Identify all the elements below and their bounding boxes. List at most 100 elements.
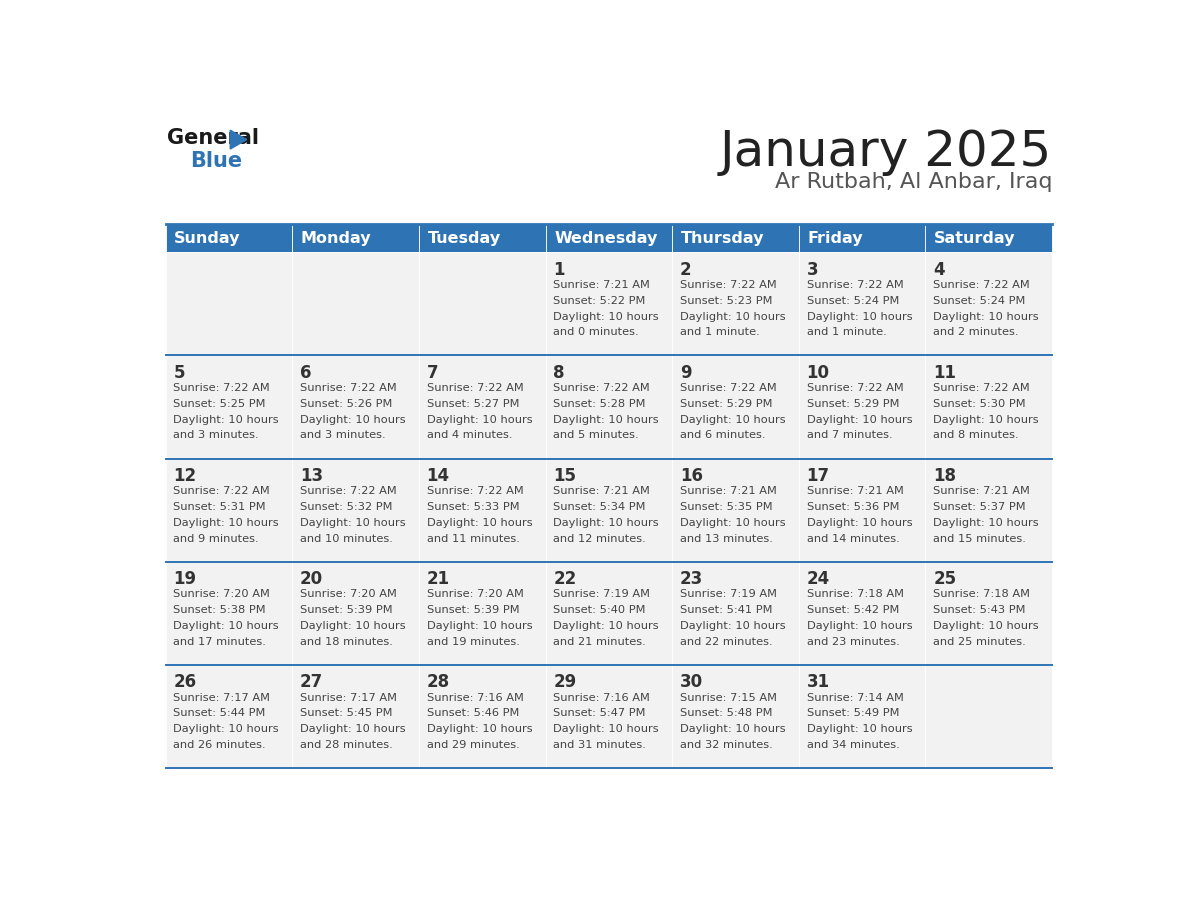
Text: Sunrise: 7:16 AM: Sunrise: 7:16 AM (554, 693, 650, 702)
Text: 17: 17 (807, 467, 829, 485)
Text: 23: 23 (680, 570, 703, 588)
Text: Sunset: 5:41 PM: Sunset: 5:41 PM (680, 605, 772, 615)
Bar (165, 224, 292, 252)
Text: 2: 2 (680, 261, 691, 279)
Text: Sunset: 5:34 PM: Sunset: 5:34 PM (554, 502, 646, 512)
Text: Sunset: 5:45 PM: Sunset: 5:45 PM (299, 709, 392, 719)
Bar (165, 252, 292, 355)
Text: Daylight: 10 hours: Daylight: 10 hours (934, 415, 1038, 425)
Text: Sunset: 5:27 PM: Sunset: 5:27 PM (426, 399, 519, 409)
Text: Daylight: 10 hours: Daylight: 10 hours (299, 724, 405, 734)
Text: 26: 26 (173, 674, 196, 691)
Bar (165, 562, 292, 665)
Text: Sunset: 5:39 PM: Sunset: 5:39 PM (426, 605, 519, 615)
Text: 14: 14 (426, 467, 450, 485)
Text: Sunset: 5:38 PM: Sunset: 5:38 PM (173, 605, 266, 615)
Text: Sunset: 5:46 PM: Sunset: 5:46 PM (426, 709, 519, 719)
Text: and 1 minute.: and 1 minute. (807, 328, 886, 337)
Bar (798, 665, 925, 768)
Bar (925, 252, 1053, 355)
Text: Sunset: 5:44 PM: Sunset: 5:44 PM (173, 709, 266, 719)
Text: and 5 minutes.: and 5 minutes. (554, 431, 639, 441)
Text: Daylight: 10 hours: Daylight: 10 hours (680, 518, 785, 528)
Text: Sunset: 5:36 PM: Sunset: 5:36 PM (807, 502, 899, 512)
Text: Saturday: Saturday (934, 230, 1016, 246)
Text: Sunset: 5:37 PM: Sunset: 5:37 PM (934, 502, 1026, 512)
Bar (419, 459, 545, 562)
Bar (672, 562, 798, 665)
Polygon shape (230, 130, 247, 149)
Text: Daylight: 10 hours: Daylight: 10 hours (934, 621, 1038, 631)
Text: 30: 30 (680, 674, 703, 691)
Text: Sunset: 5:33 PM: Sunset: 5:33 PM (426, 502, 519, 512)
Bar (165, 459, 292, 562)
Text: and 9 minutes.: and 9 minutes. (173, 533, 259, 543)
Bar (419, 562, 545, 665)
Text: Sunset: 5:26 PM: Sunset: 5:26 PM (299, 399, 392, 409)
Text: Blue: Blue (190, 151, 242, 171)
Text: Daylight: 10 hours: Daylight: 10 hours (299, 415, 405, 425)
Text: and 23 minutes.: and 23 minutes. (807, 637, 899, 647)
Text: Sunrise: 7:22 AM: Sunrise: 7:22 AM (173, 487, 270, 497)
Text: Daylight: 10 hours: Daylight: 10 hours (680, 311, 785, 321)
Text: Daylight: 10 hours: Daylight: 10 hours (680, 415, 785, 425)
Text: 20: 20 (299, 570, 323, 588)
Text: Sunrise: 7:20 AM: Sunrise: 7:20 AM (426, 589, 524, 599)
Text: Sunrise: 7:17 AM: Sunrise: 7:17 AM (173, 693, 271, 702)
Bar (798, 355, 925, 459)
Text: Daylight: 10 hours: Daylight: 10 hours (173, 518, 279, 528)
Text: and 2 minutes.: and 2 minutes. (934, 328, 1019, 337)
Text: Sunrise: 7:22 AM: Sunrise: 7:22 AM (934, 280, 1030, 290)
Text: Sunset: 5:24 PM: Sunset: 5:24 PM (807, 296, 899, 306)
Text: and 29 minutes.: and 29 minutes. (426, 740, 519, 750)
Text: and 26 minutes.: and 26 minutes. (173, 740, 266, 750)
Text: Sunset: 5:32 PM: Sunset: 5:32 PM (299, 502, 392, 512)
Text: 31: 31 (807, 674, 829, 691)
Bar (165, 355, 292, 459)
Text: Sunrise: 7:21 AM: Sunrise: 7:21 AM (934, 487, 1030, 497)
Text: and 18 minutes.: and 18 minutes. (299, 637, 393, 647)
Text: 16: 16 (680, 467, 703, 485)
Text: 5: 5 (173, 364, 185, 382)
Text: Daylight: 10 hours: Daylight: 10 hours (807, 621, 912, 631)
Text: Sunrise: 7:17 AM: Sunrise: 7:17 AM (299, 693, 397, 702)
Bar (419, 224, 545, 252)
Text: Sunrise: 7:22 AM: Sunrise: 7:22 AM (299, 487, 397, 497)
Text: 27: 27 (299, 674, 323, 691)
Text: and 32 minutes.: and 32 minutes. (680, 740, 772, 750)
Text: and 34 minutes.: and 34 minutes. (807, 740, 899, 750)
Bar (292, 562, 419, 665)
Text: Sunset: 5:29 PM: Sunset: 5:29 PM (680, 399, 772, 409)
Text: 22: 22 (554, 570, 576, 588)
Text: Daylight: 10 hours: Daylight: 10 hours (426, 621, 532, 631)
Bar (545, 252, 672, 355)
Text: Sunrise: 7:22 AM: Sunrise: 7:22 AM (173, 383, 270, 393)
Text: Sunrise: 7:19 AM: Sunrise: 7:19 AM (680, 589, 777, 599)
Text: Sunset: 5:47 PM: Sunset: 5:47 PM (554, 709, 646, 719)
Text: Sunrise: 7:16 AM: Sunrise: 7:16 AM (426, 693, 524, 702)
Text: Daylight: 10 hours: Daylight: 10 hours (680, 621, 785, 631)
Text: Sunset: 5:25 PM: Sunset: 5:25 PM (173, 399, 266, 409)
Text: and 17 minutes.: and 17 minutes. (173, 637, 266, 647)
Text: Sunrise: 7:22 AM: Sunrise: 7:22 AM (807, 383, 903, 393)
Bar (545, 355, 672, 459)
Text: Daylight: 10 hours: Daylight: 10 hours (173, 621, 279, 631)
Text: Sunset: 5:28 PM: Sunset: 5:28 PM (554, 399, 646, 409)
Text: Sunrise: 7:22 AM: Sunrise: 7:22 AM (680, 280, 777, 290)
Text: 12: 12 (173, 467, 196, 485)
Text: Sunset: 5:22 PM: Sunset: 5:22 PM (554, 296, 645, 306)
Text: Sunset: 5:24 PM: Sunset: 5:24 PM (934, 296, 1025, 306)
Text: Daylight: 10 hours: Daylight: 10 hours (934, 518, 1038, 528)
Text: Sunrise: 7:22 AM: Sunrise: 7:22 AM (680, 383, 777, 393)
Text: 24: 24 (807, 570, 830, 588)
Text: and 31 minutes.: and 31 minutes. (554, 740, 646, 750)
Bar (165, 665, 292, 768)
Bar (672, 252, 798, 355)
Text: 11: 11 (934, 364, 956, 382)
Text: and 10 minutes.: and 10 minutes. (299, 533, 393, 543)
Text: and 0 minutes.: and 0 minutes. (554, 328, 639, 337)
Text: Sunday: Sunday (175, 230, 241, 246)
Text: Sunrise: 7:18 AM: Sunrise: 7:18 AM (807, 589, 904, 599)
Text: and 11 minutes.: and 11 minutes. (426, 533, 519, 543)
Text: Sunrise: 7:21 AM: Sunrise: 7:21 AM (680, 487, 777, 497)
